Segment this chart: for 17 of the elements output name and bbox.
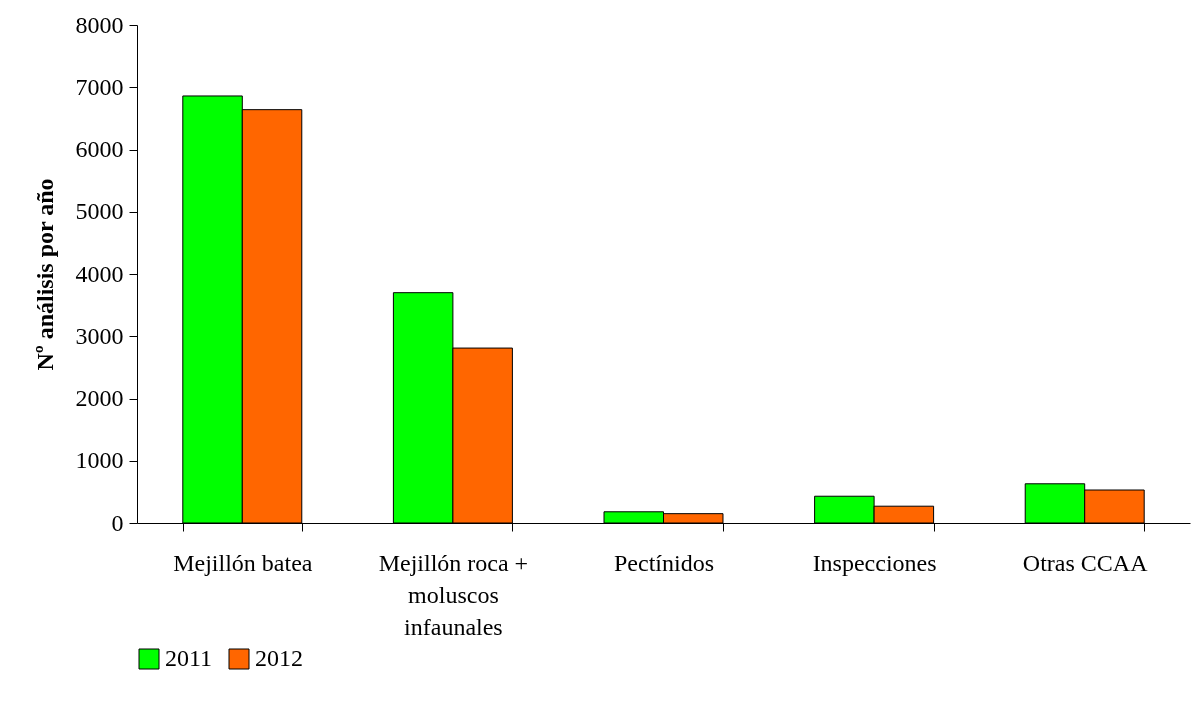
y-axis-title: Nº análisis por año: [31, 178, 58, 371]
x-tick-label: Inspecciones: [812, 549, 937, 576]
y-tick-label: 8000: [75, 11, 124, 38]
y-tick-label: 3000: [75, 322, 124, 349]
x-tick-label: Otras CCAA: [1022, 549, 1149, 576]
y-tick-label: 2000: [75, 385, 124, 411]
y-tick-label: 1000: [75, 447, 124, 474]
y-tick-label: 5000: [75, 198, 124, 225]
x-tick-label: Pectínidos: [614, 549, 714, 576]
y-tick-label: 7000: [75, 73, 124, 100]
legend-label: 2012: [255, 645, 303, 671]
y-tick-label: 0: [111, 509, 124, 536]
x-tick-label: Mejillón roca + moluscos infaunales: [378, 549, 529, 640]
x-tick-label: Mejillón batea: [173, 549, 313, 576]
y-tick-label: 6000: [75, 136, 124, 162]
y-tick-label: 4000: [75, 260, 124, 287]
legend-label: 2011: [165, 645, 213, 671]
